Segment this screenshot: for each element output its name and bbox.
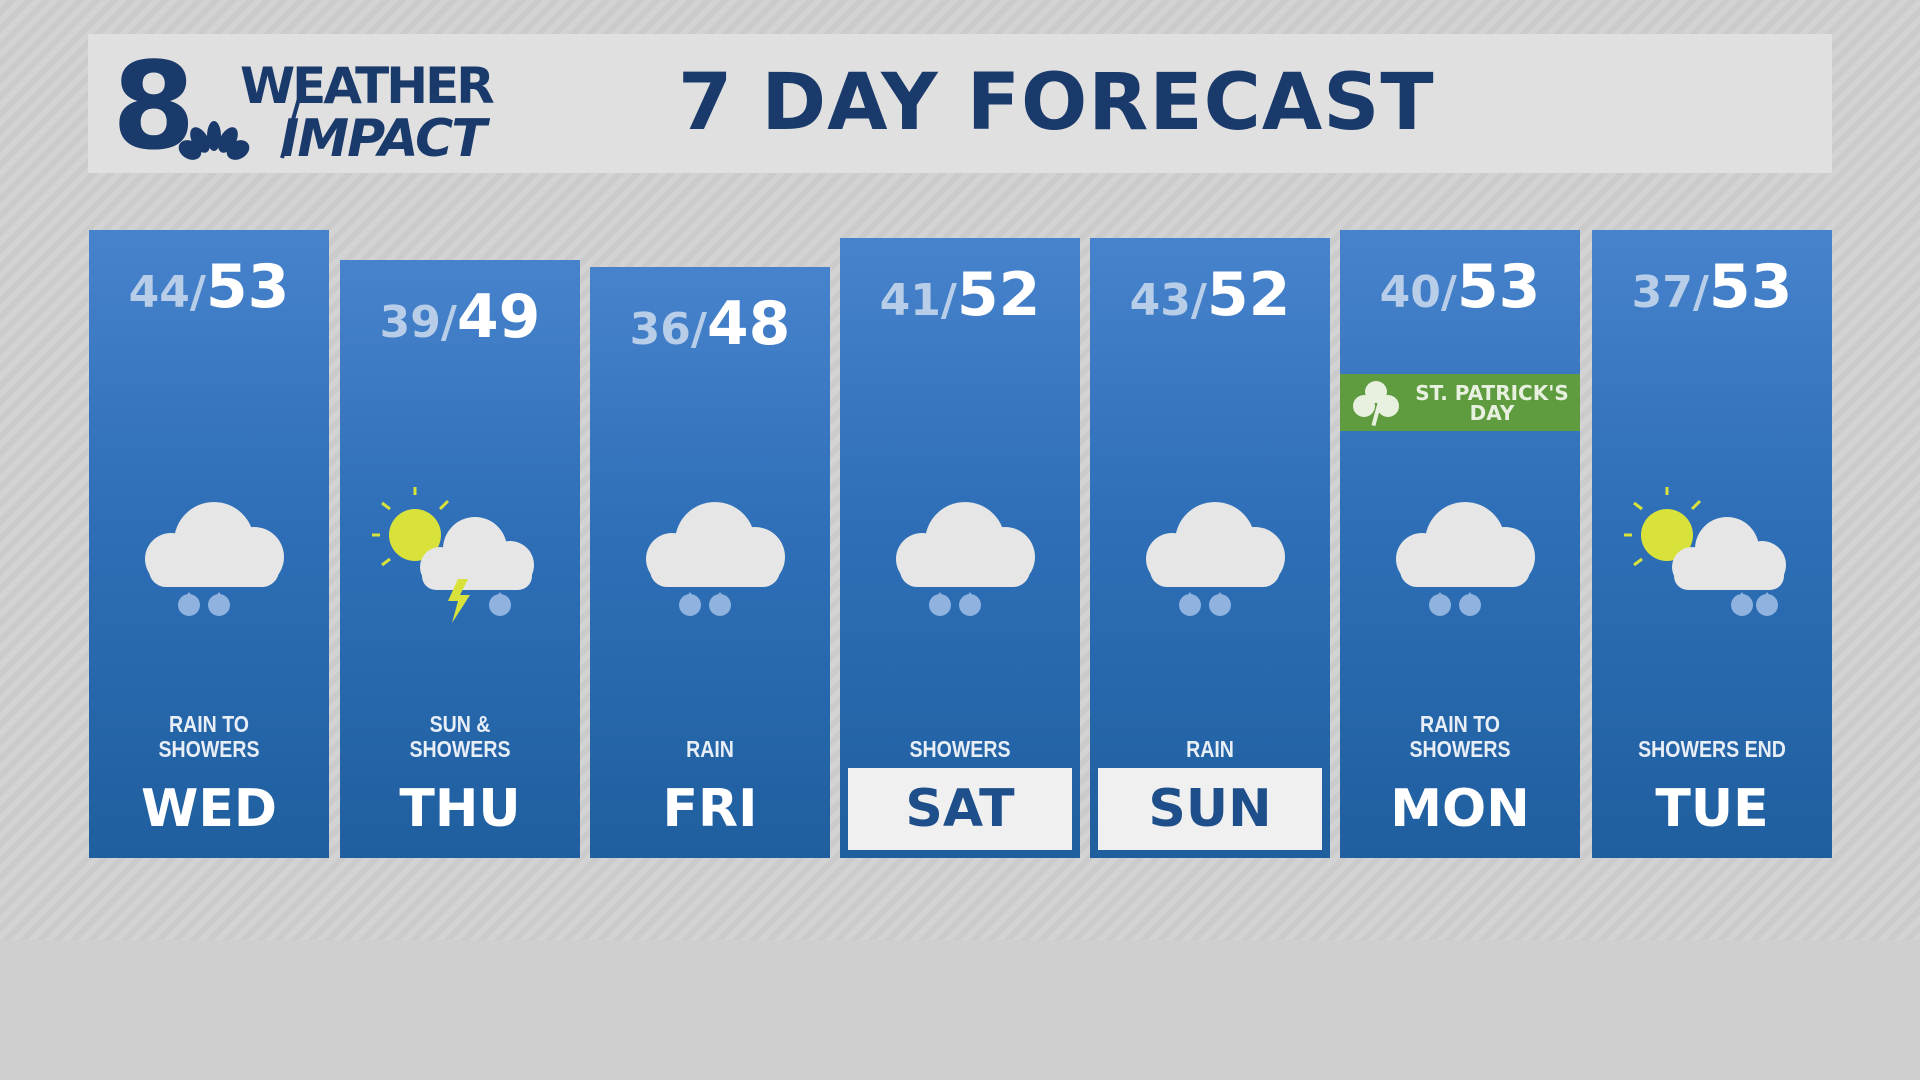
day-name: TUE	[1655, 779, 1769, 839]
day-column-mon: 40/53 ST. PATRICK'S DAY RAIN TO SHOWERS MON	[1340, 230, 1580, 858]
high-temp: 48	[706, 289, 791, 359]
temperature-range: 43/52	[1090, 260, 1330, 330]
cloud-rain-icon	[646, 502, 785, 616]
day-column-sat: 41/52 SHOWERS SAT	[840, 238, 1080, 858]
low-temp: 39	[379, 297, 441, 348]
low-temp: 41	[879, 275, 941, 326]
cloud-rain-icon	[896, 502, 1035, 616]
holiday-label: ST. PATRICK'S DAY	[1415, 381, 1569, 425]
temp-separator: /	[189, 267, 206, 318]
day-column-tue: 37/53 SHOWERS END TUE	[1592, 230, 1832, 858]
temperature-range: 36/48	[590, 289, 830, 359]
sun-cloud-rain-icon	[1624, 487, 1786, 616]
low-temp: 43	[1129, 275, 1191, 326]
high-temp: 53	[1456, 252, 1541, 322]
day-name: SUN	[1098, 768, 1322, 850]
shamrock-icon	[1353, 381, 1399, 427]
condition-text: RAIN TO SHOWERS	[1409, 711, 1511, 762]
station-logo: 8 WEATHER IMPACT	[112, 48, 497, 163]
background-lower	[0, 940, 1920, 1080]
day-column-sun: 43/52 RAIN SUN	[1090, 238, 1330, 858]
temperature-range: 37/53	[1592, 252, 1832, 322]
temperature-range: 39/49	[340, 282, 580, 352]
low-temp: 36	[629, 304, 691, 355]
day-name: SAT	[848, 768, 1072, 850]
low-temp: 37	[1631, 267, 1693, 318]
condition-text: RAIN TO SHOWERS	[158, 711, 260, 762]
condition-text: SHOWERS	[909, 736, 1011, 762]
day-name: THU	[399, 779, 521, 839]
day-name: WED	[140, 779, 278, 839]
high-temp: 52	[956, 260, 1041, 330]
condition-text: SHOWERS END	[1638, 736, 1786, 762]
day-column-wed: 44/53 RAIN TO SHOWERS WED	[89, 230, 329, 858]
day-column-thu: 39/49 SUN & SHOWERS THU	[340, 260, 580, 858]
temp-separator: /	[1692, 267, 1709, 318]
high-temp: 52	[1206, 260, 1291, 330]
svg-text:WEATHER: WEATHER	[240, 57, 494, 115]
temperature-range: 41/52	[840, 260, 1080, 330]
cloud-rain-icon	[145, 502, 284, 616]
temp-separator: /	[1190, 275, 1207, 326]
cloud-rain-icon	[1146, 502, 1285, 616]
page-title: 7 DAY FORECAST	[678, 58, 1435, 148]
holiday-banner: ST. PATRICK'S DAY	[1340, 374, 1580, 431]
temp-separator: /	[440, 297, 457, 348]
high-temp: 53	[1708, 252, 1793, 322]
sun-cloud-thunder-icon	[372, 487, 534, 623]
cloud-rain-icon	[1396, 502, 1535, 616]
svg-text:IMPACT: IMPACT	[280, 109, 490, 163]
day-column-fri: 36/48 RAIN FRI	[590, 267, 830, 858]
condition-text: SUN & SHOWERS	[409, 711, 511, 762]
high-temp: 49	[456, 282, 541, 352]
condition-text: RAIN	[1186, 736, 1234, 762]
low-temp: 44	[128, 267, 190, 318]
temperature-range: 40/53	[1340, 252, 1580, 322]
header-bar: 8 WEATHER IMPACT 7 DAY FORECAST	[88, 34, 1832, 173]
low-temp: 40	[1379, 267, 1441, 318]
condition-text: RAIN	[686, 736, 734, 762]
temp-separator: /	[940, 275, 957, 326]
high-temp: 53	[205, 252, 290, 322]
day-name: MON	[1390, 779, 1530, 839]
temp-separator: /	[1440, 267, 1457, 318]
temperature-range: 44/53	[89, 252, 329, 322]
day-name: FRI	[662, 779, 758, 839]
temp-separator: /	[690, 304, 707, 355]
